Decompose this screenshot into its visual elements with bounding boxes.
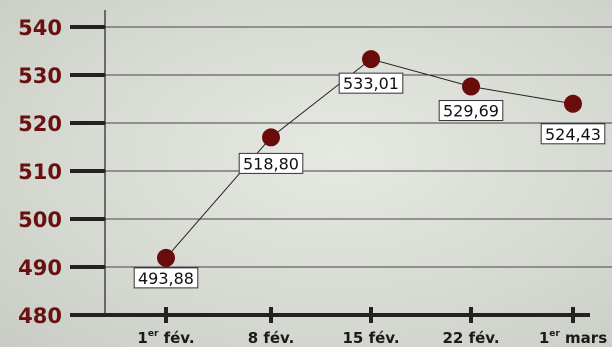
- data-point: [362, 50, 380, 69]
- axes: [70, 10, 590, 323]
- x-tick-label: 8 fév.: [248, 329, 295, 347]
- x-tick-labels: 1er fév. 8 fév. 15 fév. 22 fév. 1er mars: [137, 329, 607, 347]
- data-point: [462, 77, 480, 96]
- x-tick-label: 1er fév.: [137, 329, 194, 347]
- data-label: 524,43: [545, 125, 601, 144]
- data-point: [262, 128, 280, 147]
- y-tick-label: 540: [18, 16, 62, 40]
- data-label-box: [438, 100, 504, 122]
- x-tick-label: 15 fév.: [342, 329, 399, 347]
- data-label: 529,69: [443, 102, 499, 121]
- data-label-box: [540, 123, 606, 145]
- y-tick-label: 520: [18, 112, 62, 136]
- gridlines: [105, 26, 612, 268]
- x-tick-label: 1er mars: [539, 329, 607, 347]
- data-label: 493,88: [138, 269, 194, 288]
- data-points: [157, 50, 582, 267]
- y-tick-label: 500: [18, 208, 62, 232]
- y-tick-labels: 480 490 500 510 520 530 540: [18, 16, 62, 328]
- data-label-box: [238, 152, 304, 174]
- data-label-box: [338, 72, 404, 94]
- data-label-box: [133, 267, 199, 289]
- data-point: [157, 248, 175, 267]
- y-tick-label: 510: [18, 160, 62, 184]
- y-tick-label: 530: [18, 64, 62, 88]
- data-labels: 493,88 518,80 533,01 529,69 524,43: [133, 72, 606, 289]
- data-label: 518,80: [243, 154, 299, 173]
- data-label: 533,01: [343, 74, 399, 93]
- data-point: [564, 94, 582, 113]
- y-tick-label: 480: [18, 304, 62, 328]
- y-tick-label: 490: [18, 256, 62, 280]
- x-tick-label: 22 fév.: [442, 329, 499, 347]
